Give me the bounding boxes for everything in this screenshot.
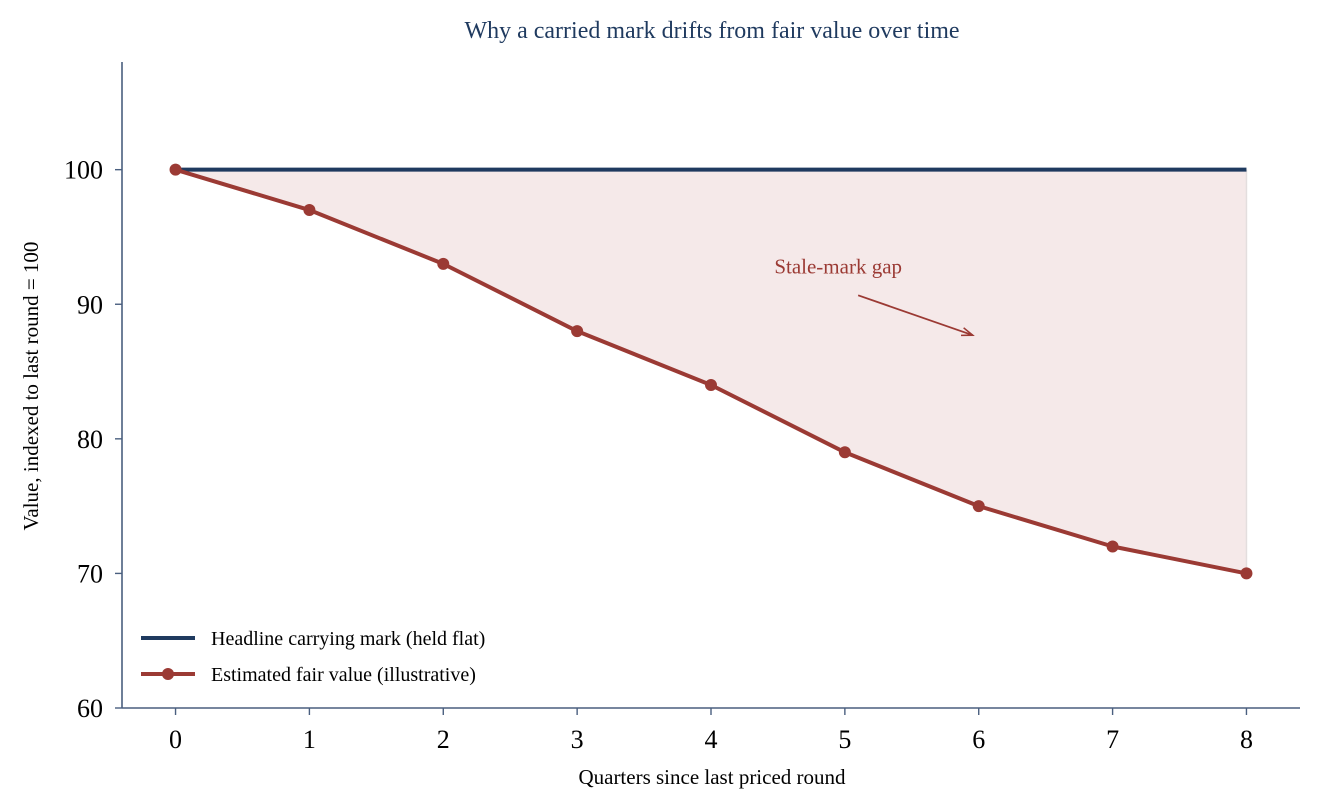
x-tick-label: 2: [437, 725, 450, 754]
x-tick-label: 5: [838, 725, 851, 754]
x-tick-label: 3: [571, 725, 584, 754]
y-axis-ticks: 60 70 80 90 100: [64, 156, 122, 723]
fair-value-point: [972, 500, 985, 513]
y-tick-label: 100: [64, 156, 103, 185]
fair-value-point: [571, 325, 584, 338]
series-layer: [169, 163, 1253, 580]
legend: Headline carrying mark (held flat) Estim…: [141, 628, 485, 686]
fair-value-point: [303, 204, 316, 217]
legend-label-headline-mark: Headline carrying mark (held flat): [211, 628, 485, 650]
fair-value-point: [1106, 540, 1119, 553]
legend-label-fair-value: Estimated fair value (illustrative): [211, 664, 476, 686]
annotation-label: Stale-mark gap: [774, 254, 902, 278]
fair-value-point: [169, 163, 182, 176]
x-tick-label: 0: [169, 725, 182, 754]
x-tick-label: 7: [1106, 725, 1119, 754]
x-axis-label: Quarters since last priced round: [578, 765, 846, 789]
annotation-arrow: [857, 294, 973, 335]
x-tick-label: 8: [1240, 725, 1253, 754]
fair-value-point: [705, 379, 717, 391]
y-tick-label: 60: [77, 694, 103, 723]
y-axis-label: Value, indexed to last round = 100: [19, 242, 43, 531]
fair-value-point: [1240, 567, 1253, 580]
x-tick-label: 6: [972, 725, 985, 754]
x-tick-label: 1: [303, 725, 316, 754]
y-tick-label: 90: [77, 290, 103, 319]
chart-title: Why a carried mark drifts from fair valu…: [464, 18, 959, 44]
legend-marker-fair-value: [162, 668, 174, 680]
fair-value-point: [437, 257, 450, 270]
stale-mark-gap-area: [175, 169, 1247, 574]
fair-value-point: [838, 446, 851, 459]
y-tick-label: 80: [77, 425, 103, 454]
x-axis-ticks: 0 1 2 3 4 5 6 7 8: [169, 708, 1253, 754]
y-tick-label: 70: [77, 559, 103, 588]
x-tick-label: 4: [705, 725, 718, 754]
